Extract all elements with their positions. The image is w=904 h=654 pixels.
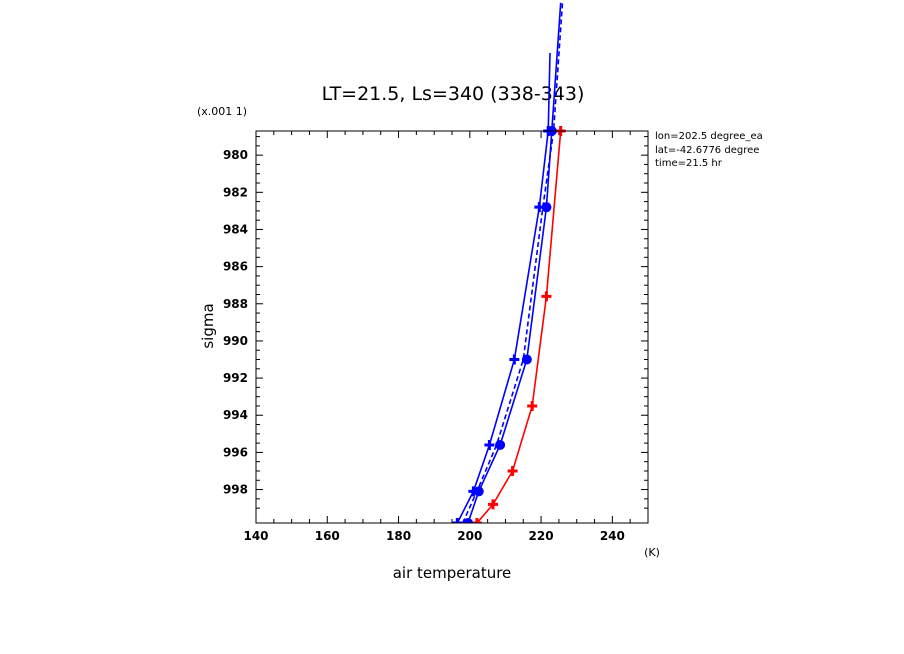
series-3-marker xyxy=(463,518,474,523)
y-tick-label: 984 xyxy=(223,222,248,236)
series-1-marker xyxy=(471,518,482,523)
y-tick-label: 994 xyxy=(223,408,248,422)
annotation-lat: lat=-42.6776 degree xyxy=(655,145,759,156)
series-line-4 xyxy=(461,2,564,523)
x-tick-label: 220 xyxy=(529,529,554,543)
series-1-marker xyxy=(541,291,552,302)
y-unit-label: (x.001 1) xyxy=(197,105,247,118)
series-layer xyxy=(452,2,566,523)
series-2-marker xyxy=(484,439,495,450)
y-tick-label: 988 xyxy=(223,297,248,311)
x-tick-label: 240 xyxy=(600,529,625,543)
series-line-3 xyxy=(467,2,562,523)
y-axis-title: sigma xyxy=(199,303,217,348)
y-tick-label: 986 xyxy=(223,260,248,274)
series-3-marker xyxy=(473,486,484,497)
x-axis-ticks: 140 160 180 200 220 240 xyxy=(243,131,649,543)
x-tick-label: 180 xyxy=(386,529,411,543)
y-tick-label: 990 xyxy=(223,334,248,348)
series-2-marker xyxy=(509,354,520,365)
series-1-marker xyxy=(507,465,518,476)
y-tick-label: 982 xyxy=(223,185,248,199)
series-2-marker xyxy=(452,518,463,523)
x-tick-label: 200 xyxy=(457,529,482,543)
series-1-marker xyxy=(527,400,538,411)
x-tick-label: 140 xyxy=(243,529,268,543)
annotation-lon: lon=202.5 degree_ea xyxy=(655,131,763,142)
y-axis-ticks: 980 982 984 986 988 990 992 994 996 998 xyxy=(223,136,648,509)
chart-title: LT=21.5, Ls=340 (338-343) xyxy=(322,83,585,105)
y-tick-label: 998 xyxy=(223,483,248,497)
series-line-1 xyxy=(476,130,562,523)
y-tick-label: 992 xyxy=(223,371,248,385)
x-tick-label: 160 xyxy=(315,529,340,543)
plot-frame xyxy=(255,130,649,524)
y-tick-label: 980 xyxy=(223,148,248,162)
series-1-marker xyxy=(487,499,498,510)
series-3-marker xyxy=(495,439,506,450)
x-unit-label: (K) xyxy=(644,546,660,559)
annotation-time: time=21.5 hr xyxy=(655,158,723,169)
x-axis-title: air temperature xyxy=(393,564,512,582)
y-tick-label: 996 xyxy=(223,445,248,459)
